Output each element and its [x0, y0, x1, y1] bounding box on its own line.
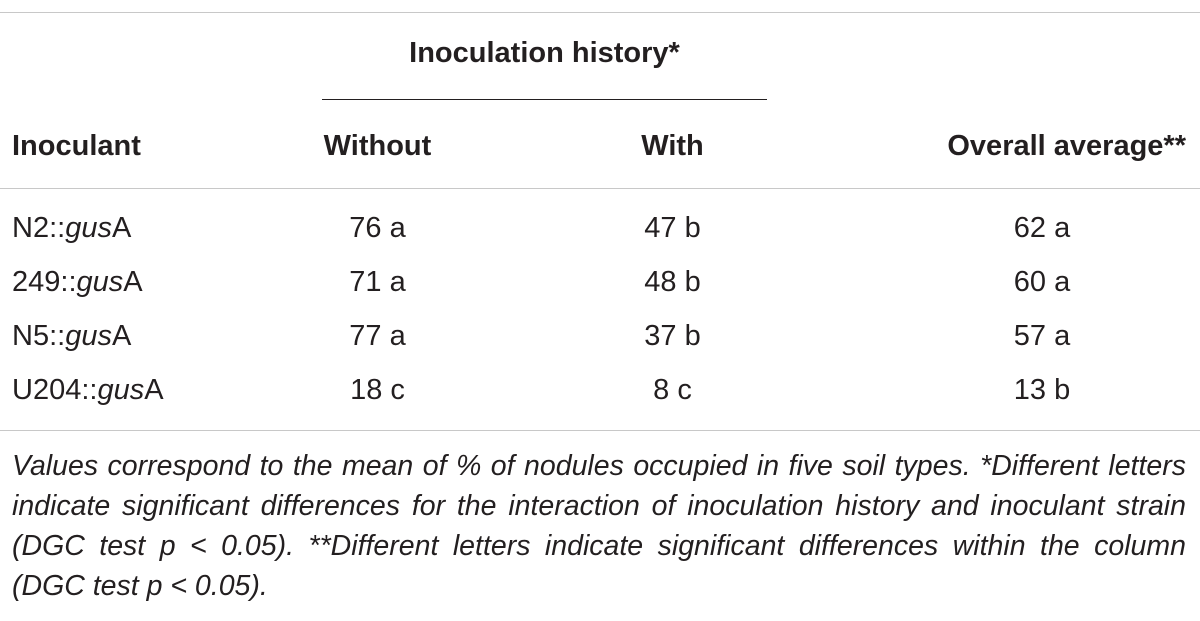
table-cell-with: 37 b	[644, 320, 701, 352]
table-cell-overall: 60 a	[1013, 266, 1071, 298]
gene-suffix: A	[111, 320, 132, 352]
table-cell-without: 76 a	[349, 212, 406, 244]
table-cell-overall: 13 b	[1013, 374, 1071, 406]
table-footnote: Values correspond to the mean of % of no…	[12, 450, 1186, 602]
table-row-inoculant: N5::gusA	[12, 319, 131, 353]
table-cell-overall: 57 a	[1013, 320, 1071, 352]
strain-prefix: N2::	[12, 212, 66, 244]
table-cell-overall: 62 a	[1013, 212, 1071, 244]
table-cell-without: 71 a	[349, 266, 406, 298]
strain-prefix: U204::	[12, 374, 98, 406]
table-row-inoculant: 249::gusA	[12, 265, 143, 299]
header-bottom-rule	[0, 188, 1200, 189]
gene-suffix: A	[144, 374, 164, 406]
gene-suffix: A	[123, 266, 143, 298]
table-bottom-rule	[0, 430, 1200, 431]
column-header-overall-average: Overall average**	[947, 130, 1186, 162]
gene-name: gus	[97, 374, 145, 406]
strain-prefix: 249::	[12, 266, 77, 298]
group-header-underline	[322, 99, 767, 100]
table-row-inoculant: N2::gusA	[12, 211, 131, 245]
table-cell-without: 77 a	[349, 320, 406, 352]
table-row-inoculant: U204::gusA	[12, 373, 164, 407]
table-cell-with: 47 b	[644, 212, 701, 244]
column-header-with: With	[641, 130, 704, 162]
table-cell-with: 48 b	[644, 266, 701, 298]
table-cell-with: 8 c	[653, 374, 692, 406]
strain-prefix: N5::	[12, 320, 66, 352]
table-cell-without: 18 c	[350, 374, 405, 406]
table-top-rule	[0, 12, 1200, 13]
group-header-inoculation-history: Inoculation history*	[409, 37, 680, 69]
gene-suffix: A	[111, 212, 132, 244]
column-header-inoculant: Inoculant	[12, 130, 141, 162]
gene-name: gus	[76, 266, 124, 298]
gene-name: gus	[65, 212, 112, 244]
column-header-without: Without	[323, 130, 432, 162]
gene-name: gus	[65, 320, 112, 352]
